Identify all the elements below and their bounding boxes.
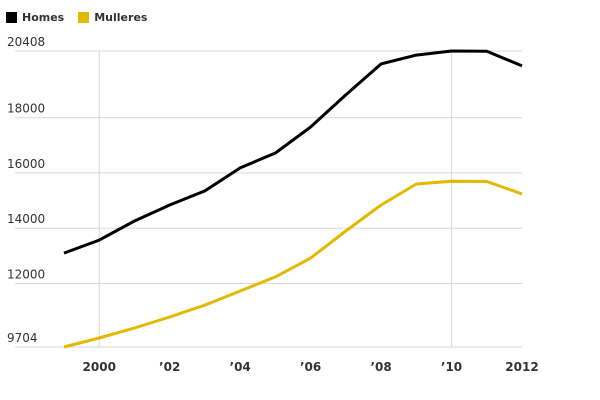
x-tick-label: ’08	[370, 360, 391, 374]
y-tick-label: 12000	[7, 268, 45, 282]
legend-item-homes[interactable]: Homes	[6, 11, 64, 24]
y-tick-label: 14000	[7, 212, 45, 226]
x-axis-labels: 2000 ’02 ’04 ’06 ’08 ’10 2012	[83, 360, 539, 374]
legend-swatch-homes	[6, 12, 17, 23]
y-tick-label: 16000	[7, 157, 45, 171]
y-axis-labels: 20408 18000 16000 14000 12000 9704	[7, 35, 45, 345]
y-tick-label: 9704	[7, 331, 38, 345]
series-lines	[63, 49, 523, 349]
x-tick-label: ’10	[441, 360, 462, 374]
series-line-mulleres[interactable]	[63, 179, 523, 349]
gridlines	[15, 50, 522, 348]
x-tick-label: ’04	[230, 360, 251, 374]
legend-label-homes: Homes	[22, 11, 65, 24]
y-tick-label: 18000	[7, 102, 45, 116]
x-tick-label: ’06	[300, 360, 321, 374]
x-tick-label: 2000	[83, 360, 116, 374]
series-line-homes[interactable]	[63, 49, 523, 255]
y-tick-label: 20408	[7, 35, 45, 49]
legend: Homes Mulleres	[6, 11, 147, 24]
legend-item-mulleres[interactable]: Mulleres	[78, 11, 147, 24]
x-tick-label: 2012	[505, 360, 538, 374]
legend-label-mulleres: Mulleres	[94, 11, 148, 24]
x-tick-label: ’02	[159, 360, 180, 374]
legend-swatch-mulleres	[78, 12, 90, 23]
